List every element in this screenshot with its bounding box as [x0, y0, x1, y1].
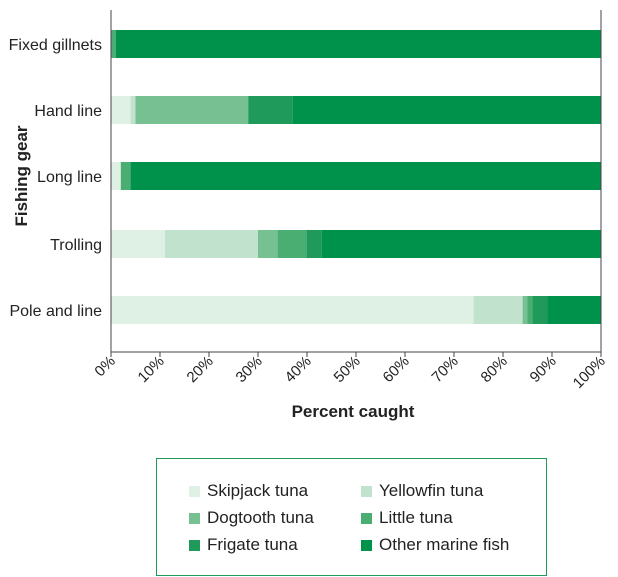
x-tick-label: 60% [380, 353, 413, 386]
legend-swatch [189, 539, 200, 551]
bar-hand-line-skipjack-tuna [111, 96, 131, 124]
x-tick-label: 90% [527, 353, 560, 386]
bar-hand-line-other-marine-fish [292, 96, 601, 124]
legend-label: Frigate tuna [207, 535, 298, 554]
legend-item-yellowfin-tuna: Yellowfin tuna [361, 481, 483, 501]
y-axis-title: Fishing gear [12, 125, 31, 226]
x-axis-title: Percent caught [292, 402, 415, 421]
legend-swatch [189, 512, 200, 524]
bar-hand-line-frigate-tuna [248, 96, 293, 124]
category-label-pole-and-line: Pole and line [9, 303, 102, 320]
bar-pole-and-line-little-tuna [527, 296, 533, 324]
bar-hand-line-yellowfin-tuna [130, 96, 136, 124]
bar-pole-and-line-other-marine-fish [547, 296, 601, 324]
legend-swatch [189, 485, 200, 497]
x-tick-label: 20% [184, 353, 217, 386]
legend: Skipjack tuna Yellowfin tuna Dogtooth tuna… [156, 458, 547, 576]
x-tick-label: 70% [429, 353, 462, 386]
legend-label: Yellowfin tuna [379, 481, 484, 500]
bar-fixed-gillnets-little-tuna [111, 30, 116, 58]
bar-trolling-frigate-tuna [307, 230, 322, 258]
bar-trolling-little-tuna [277, 230, 307, 258]
x-ticks-group: 0% 10% 20% 30% 40% 50% 60% 70% 80% 90% 100% [91, 352, 609, 392]
bar-trolling-yellowfin-tuna [164, 230, 258, 258]
x-tick-label: 10% [135, 353, 168, 386]
legend-label: Little tuna [379, 508, 453, 527]
category-labels-group: Fixed gillnets Hand line Long line Trolling… [9, 37, 102, 320]
bar-pole-and-line-skipjack-tuna [111, 296, 474, 324]
legend-item-frigate-tuna: Frigate tuna [189, 535, 298, 555]
legend-label: Other marine fish [379, 535, 510, 554]
category-label-long-line: Long line [37, 169, 102, 186]
bar-long-line-other-marine-fish [130, 162, 601, 190]
bar-trolling-dogtooth-tuna [258, 230, 278, 258]
legend-label: Skipjack tuna [207, 481, 309, 500]
bar-long-line-little-tuna [120, 162, 131, 190]
legend-item-other-marine-fish: Other marine fish [361, 535, 509, 555]
bar-pole-and-line-yellowfin-tuna [473, 296, 523, 324]
legend-swatch [361, 512, 372, 524]
bar-fixed-gillnets-other-marine-fish [115, 30, 602, 58]
bar-pole-and-line-dogtooth-tuna [522, 296, 528, 324]
x-tick-label: 50% [331, 353, 364, 386]
category-label-trolling: Trolling [50, 237, 102, 254]
x-tick-label: 40% [282, 353, 315, 386]
legend-swatch [361, 539, 372, 551]
bar-trolling-other-marine-fish [321, 230, 601, 258]
legend-item-skipjack-tuna: Skipjack tuna [189, 481, 308, 501]
bar-hand-line-dogtooth-tuna [135, 96, 249, 124]
bar-pole-and-line-frigate-tuna [532, 296, 548, 324]
legend-label: Dogtooth tuna [207, 508, 314, 527]
bar-long-line-skipjack-tuna [111, 162, 121, 190]
category-label-hand-line: Hand line [34, 103, 102, 120]
legend-item-little-tuna: Little tuna [361, 508, 453, 528]
x-tick-label: 30% [233, 353, 266, 386]
legend-swatch [361, 485, 372, 497]
category-label-fixed-gillnets: Fixed gillnets [9, 37, 102, 54]
bars-group [111, 30, 602, 324]
legend-item-dogtooth-tuna: Dogtooth tuna [189, 508, 314, 528]
x-tick-label: 0% [91, 353, 118, 380]
bar-trolling-skipjack-tuna [111, 230, 165, 258]
x-tick-label: 80% [478, 353, 511, 386]
x-tick-label: 100% [570, 353, 609, 392]
